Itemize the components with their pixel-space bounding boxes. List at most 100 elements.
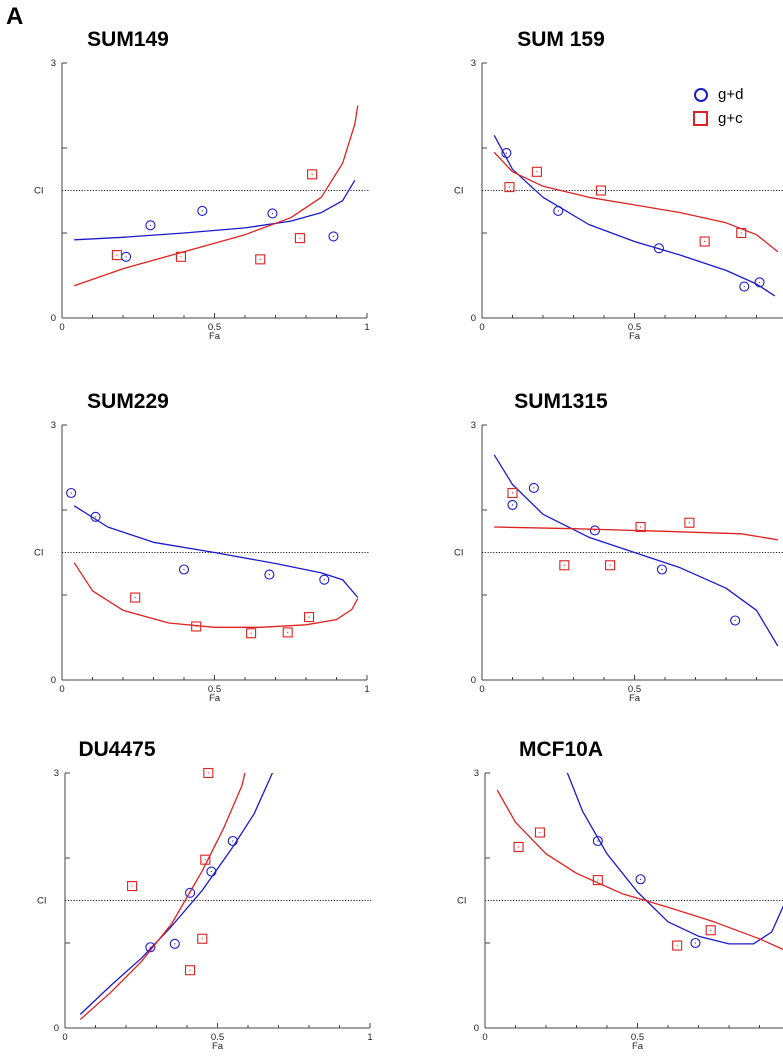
chart-panel: SUM149 0 3 0 0.5 1 Fa CI — [34, 28, 370, 342]
y-axis-label: CI — [34, 186, 44, 197]
data-point-square — [699, 236, 710, 247]
data-point-center — [511, 504, 514, 506]
legend-marker-g-d — [694, 88, 708, 102]
data-point-circle — [635, 874, 646, 885]
fit-curve-g-c — [73, 105, 359, 287]
data-point-center — [308, 616, 310, 618]
data-point-center — [116, 254, 118, 256]
data-point-center — [250, 632, 252, 634]
data-point-center — [259, 258, 261, 260]
x-axis-label: Fa — [209, 331, 221, 342]
data-point-center — [131, 885, 133, 887]
data-point-circle — [656, 564, 668, 575]
data-point-square — [200, 854, 211, 865]
data-point-square — [595, 185, 607, 196]
data-point-center — [676, 944, 678, 947]
chart-panel: SUM229 0 3 0 0.5 1 Fa CI — [34, 390, 370, 704]
data-point-center — [758, 281, 761, 283]
data-point-circle — [754, 277, 765, 288]
chart-title: MCF10A — [519, 738, 603, 761]
y-tick-label: 0 — [471, 675, 476, 686]
data-point-center — [688, 522, 691, 524]
x-tick-label: 0.5 — [208, 684, 221, 695]
y-axis-label: CI — [454, 548, 464, 559]
chart-title: SUM1315 — [514, 390, 608, 413]
data-point-circle — [145, 942, 156, 953]
data-point-circle — [90, 511, 101, 522]
fit-curve-g-c — [493, 151, 779, 253]
data-point-center — [201, 938, 203, 940]
data-point-square — [307, 169, 318, 180]
data-point-square — [191, 621, 202, 632]
fit-curve-g-d — [566, 772, 783, 945]
x-axis-label: Fa — [629, 331, 641, 342]
fit-curve-g-c — [494, 526, 778, 541]
fit-curve-g-d — [493, 134, 776, 297]
y-tick-label: 3 — [51, 58, 56, 69]
data-point-center — [189, 969, 191, 971]
fit-curve-g-c — [73, 562, 359, 628]
legend-label-g-d: g+d — [718, 86, 743, 103]
data-point-circle — [66, 487, 77, 499]
data-point-circle — [178, 564, 190, 575]
x-tick-label: 0 — [62, 1032, 67, 1043]
data-point-center — [204, 859, 206, 861]
data-point-center — [704, 240, 706, 243]
data-point-circle — [206, 866, 217, 877]
data-point-center — [210, 871, 212, 873]
data-point-square — [255, 254, 266, 265]
data-point-square — [513, 841, 524, 853]
data-point-square — [130, 592, 141, 603]
data-point-square — [705, 925, 716, 936]
data-point-circle — [589, 525, 600, 536]
data-point-square — [246, 628, 257, 639]
data-point-center — [505, 152, 507, 154]
x-tick-label: 0.5 — [628, 322, 641, 333]
data-point-center — [597, 840, 599, 842]
data-point-center — [332, 235, 335, 237]
fit-curve-g-c — [496, 789, 783, 951]
data-point-center — [232, 840, 234, 842]
x-tick-label: 1 — [364, 322, 369, 333]
data-point-circle — [528, 482, 539, 493]
data-point-square — [736, 227, 747, 239]
chart-title: SUM149 — [87, 28, 169, 51]
data-point-center — [600, 189, 602, 192]
data-point-circle — [185, 887, 196, 898]
data-point-center — [125, 256, 127, 258]
data-point-square — [507, 487, 518, 499]
legend: g+d g+c — [693, 86, 743, 127]
data-point-center — [311, 173, 313, 175]
data-point-circle — [227, 835, 238, 847]
data-point-square — [534, 827, 545, 838]
fit-curve-g-d — [79, 772, 273, 1015]
data-point-circle — [145, 220, 156, 231]
fit-curve-g-c — [79, 772, 246, 1020]
x-axis-label: Fa — [212, 1041, 224, 1052]
data-point-center — [268, 574, 270, 576]
legend-marker-g-c — [693, 111, 708, 126]
data-point-center — [201, 210, 203, 212]
y-axis-label: CI — [37, 896, 47, 907]
x-tick-label: 0.5 — [211, 1032, 224, 1043]
data-point-circle — [592, 835, 603, 847]
y-tick-label: 0 — [54, 1023, 59, 1034]
data-point-center — [734, 619, 736, 622]
data-point-center — [271, 212, 274, 215]
data-point-center — [287, 631, 289, 634]
data-point-square — [531, 166, 542, 177]
legend-label-g-c: g+c — [718, 110, 743, 127]
data-point-square — [175, 251, 186, 262]
data-point-center — [207, 772, 209, 774]
x-tick-label: 0 — [482, 1032, 487, 1043]
data-point-circle — [197, 205, 208, 216]
data-point-center — [533, 487, 535, 489]
data-point-circle — [739, 281, 750, 292]
data-point-circle — [264, 569, 275, 580]
data-point-center — [557, 210, 559, 212]
data-point-center — [743, 285, 745, 288]
data-point-square — [504, 182, 515, 193]
